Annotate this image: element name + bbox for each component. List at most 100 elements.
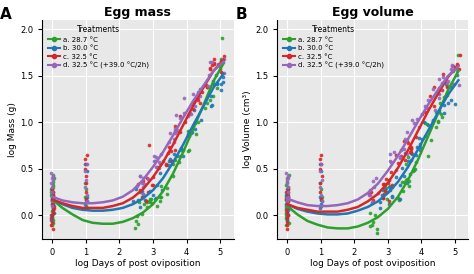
Point — [47, 193, 55, 197]
Point — [392, 167, 400, 172]
Point — [283, 227, 291, 232]
Point — [436, 87, 444, 91]
Point — [285, 173, 292, 178]
Point — [50, 195, 57, 199]
Point — [219, 75, 227, 79]
Point — [49, 208, 57, 212]
Point — [284, 176, 292, 180]
Point — [317, 181, 324, 185]
Point — [171, 127, 179, 132]
Point — [379, 196, 387, 200]
Point — [194, 120, 202, 124]
Point — [185, 133, 193, 138]
Point — [431, 107, 438, 112]
Point — [283, 204, 291, 208]
Text: B: B — [235, 7, 247, 22]
Point — [401, 151, 409, 155]
Point — [219, 71, 226, 75]
Point — [212, 73, 219, 78]
Point — [140, 182, 147, 187]
Point — [437, 101, 444, 105]
Point — [444, 92, 451, 97]
Point — [145, 199, 153, 203]
Point — [197, 118, 204, 122]
Point — [169, 174, 176, 178]
Point — [368, 201, 376, 206]
Point — [443, 91, 451, 96]
Point — [424, 122, 432, 127]
Point — [50, 206, 57, 210]
Point — [82, 187, 90, 192]
Point — [194, 90, 202, 94]
Point — [136, 174, 144, 178]
Point — [418, 136, 426, 141]
Point — [201, 106, 209, 110]
Point — [436, 110, 443, 115]
Point — [406, 172, 413, 177]
Point — [50, 193, 57, 197]
Point — [81, 167, 89, 171]
Point — [220, 57, 228, 61]
Point — [407, 150, 414, 154]
Point — [49, 221, 57, 225]
Point — [177, 147, 185, 152]
Point — [139, 185, 147, 189]
Point — [147, 196, 155, 201]
Point — [47, 216, 55, 220]
Point — [218, 59, 225, 63]
Point — [317, 162, 325, 166]
Point — [401, 147, 408, 152]
Point — [317, 153, 325, 157]
Point — [49, 190, 57, 194]
Point — [418, 112, 426, 116]
Point — [150, 153, 158, 158]
Point — [83, 153, 91, 157]
Point — [283, 180, 291, 184]
Point — [195, 95, 202, 99]
Point — [318, 195, 325, 199]
Point — [438, 112, 445, 116]
Point — [283, 213, 290, 218]
Point — [382, 176, 390, 181]
Point — [407, 151, 415, 155]
Point — [366, 210, 374, 215]
Point — [318, 187, 325, 192]
Point — [412, 159, 419, 164]
Point — [439, 75, 447, 80]
Point — [368, 199, 375, 204]
Title: Egg mass: Egg mass — [104, 5, 171, 19]
Point — [316, 190, 324, 194]
Point — [48, 202, 55, 206]
Point — [318, 198, 325, 203]
Point — [409, 118, 416, 122]
Point — [47, 171, 55, 176]
Point — [178, 145, 185, 150]
Point — [192, 132, 200, 136]
Point — [427, 137, 435, 142]
Point — [81, 162, 88, 166]
Point — [283, 218, 291, 222]
Point — [382, 188, 389, 193]
Point — [218, 36, 226, 40]
Point — [49, 218, 56, 222]
Point — [83, 193, 91, 197]
Point — [412, 152, 420, 157]
Point — [406, 179, 413, 183]
Point — [285, 213, 292, 218]
Point — [394, 161, 401, 165]
Point — [171, 131, 178, 135]
Point — [179, 148, 187, 153]
Point — [149, 182, 157, 187]
Point — [430, 85, 438, 90]
Point — [383, 197, 391, 201]
Point — [429, 118, 437, 122]
Point — [206, 66, 214, 70]
Point — [205, 84, 212, 88]
Point — [189, 92, 197, 96]
Point — [440, 102, 448, 107]
Point — [50, 204, 57, 208]
Point — [283, 222, 291, 227]
Point — [184, 149, 191, 153]
Point — [134, 198, 142, 202]
Point — [49, 210, 57, 215]
